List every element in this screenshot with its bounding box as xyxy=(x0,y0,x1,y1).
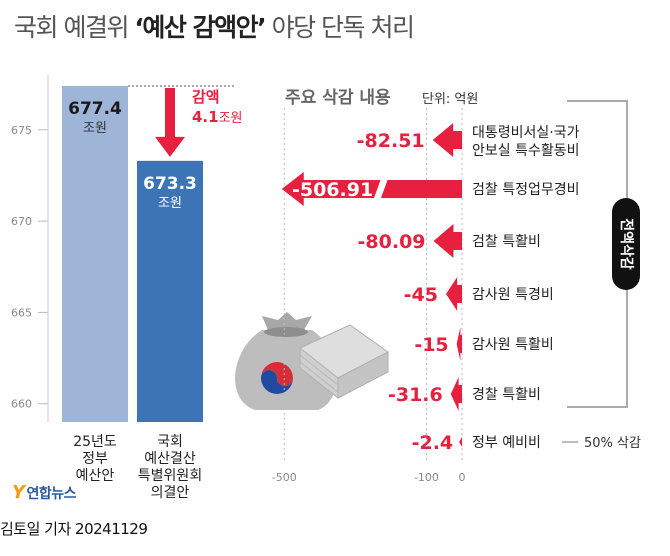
taegeuk-red xyxy=(261,362,293,386)
category-label-line: 예산안 xyxy=(76,468,115,484)
cut-arrow-5 xyxy=(456,327,462,361)
budget-bar-value: 673.3 xyxy=(143,174,197,194)
taegeuk-blue xyxy=(261,370,293,394)
title-highlight: ‘예산 감액안’ xyxy=(134,13,266,42)
cut-arrow-4 xyxy=(446,277,462,311)
category-label-line: 25년도 xyxy=(73,434,117,450)
half-cut-note: 50% 삭감 xyxy=(584,436,641,451)
cut-item-label: 경찰 특활비 xyxy=(472,387,541,403)
cut-arrow-1 xyxy=(432,123,462,157)
category-label-line: 정부 xyxy=(82,451,108,467)
reduction-unit: 조원 xyxy=(219,111,243,126)
y-tick-label: 675 xyxy=(11,124,32,137)
budget-bar-value: 677.4 xyxy=(68,99,122,119)
cut-value-label: -15 xyxy=(414,334,448,356)
cut-value-label: -31.6 xyxy=(388,384,443,406)
money-bag-neck xyxy=(262,312,312,330)
full-cut-label: 전액삭감 xyxy=(618,218,635,270)
reduction-arrow-shaft xyxy=(165,87,175,139)
x-tick-label: 0 xyxy=(459,471,466,484)
cut-item-label: 검찰 특정업무경비 xyxy=(472,182,580,198)
category-label-line: 의결안 xyxy=(151,485,190,501)
cash-stack-line xyxy=(299,361,339,393)
cut-value-label: -2.4 xyxy=(412,432,454,454)
x-tick-label: -100 xyxy=(414,471,439,484)
title-suffix: 야당 단독 처리 xyxy=(271,13,415,42)
axis-break-mark xyxy=(373,178,389,200)
cash-stack-front xyxy=(337,351,389,399)
y-tick-label: 660 xyxy=(11,398,32,411)
cut-chart-unit: 단위: 억원 xyxy=(422,92,478,107)
cash-stack-line xyxy=(299,347,339,379)
cut-value-label: -506.91 xyxy=(292,179,373,201)
cut-item-label: 대통령비서실·국가 xyxy=(472,125,580,141)
cut-arrow-7 xyxy=(459,437,462,447)
cut-chart-title: 주요 삭감 내용 xyxy=(285,88,391,108)
x-tick-label: -500 xyxy=(272,471,297,484)
cut-arrow-2 xyxy=(281,172,462,206)
money-bag-tie xyxy=(264,327,308,337)
cut-item-label: 감사원 특활비 xyxy=(472,337,554,353)
reduction-value-text: 4.1조원 xyxy=(192,108,243,126)
budget-bar-2 xyxy=(137,160,203,422)
yonhap-logo: Y 연합뉴스 xyxy=(12,482,77,503)
cut-arrow-6 xyxy=(450,377,462,411)
y-tick-label: 670 xyxy=(11,215,32,228)
category-label-line: 예산결산 xyxy=(144,451,196,467)
cut-arrow-3 xyxy=(433,224,462,258)
cut-value-label: -80.09 xyxy=(358,231,426,253)
page-title: 국회 예결위 ‘예산 감액안’ 야당 단독 처리 xyxy=(14,8,415,44)
credit-line: 김토일 기자 20241129 xyxy=(0,520,148,538)
cut-item-label: 감사원 특경비 xyxy=(472,287,554,303)
title-prefix: 국회 예결위 xyxy=(14,13,129,42)
full-cut-badge xyxy=(612,198,640,290)
reduction-value: 4.1 xyxy=(192,108,219,126)
cut-item-label: 안보실 특수활동비 xyxy=(472,143,580,159)
cut-value-label: -82.51 xyxy=(357,130,425,152)
reduction-arrow-head xyxy=(155,136,185,157)
budget-bar-unit: 조원 xyxy=(83,121,107,136)
cut-item-label: 검찰 특활비 xyxy=(472,234,541,250)
cut-item-label: 정부 예비비 xyxy=(472,435,541,451)
category-label-line: 특별위원회 xyxy=(138,468,202,484)
logo-text: 연합뉴스 xyxy=(26,486,77,502)
cut-value-label: -45 xyxy=(404,284,438,306)
y-tick-label: 665 xyxy=(11,306,32,319)
cash-stack-line xyxy=(299,354,339,386)
category-label-line: 국회 xyxy=(157,434,183,450)
budget-bar-unit: 조원 xyxy=(158,196,182,211)
reduction-label: 감액 xyxy=(192,88,220,106)
budget-bar-1 xyxy=(62,85,128,423)
